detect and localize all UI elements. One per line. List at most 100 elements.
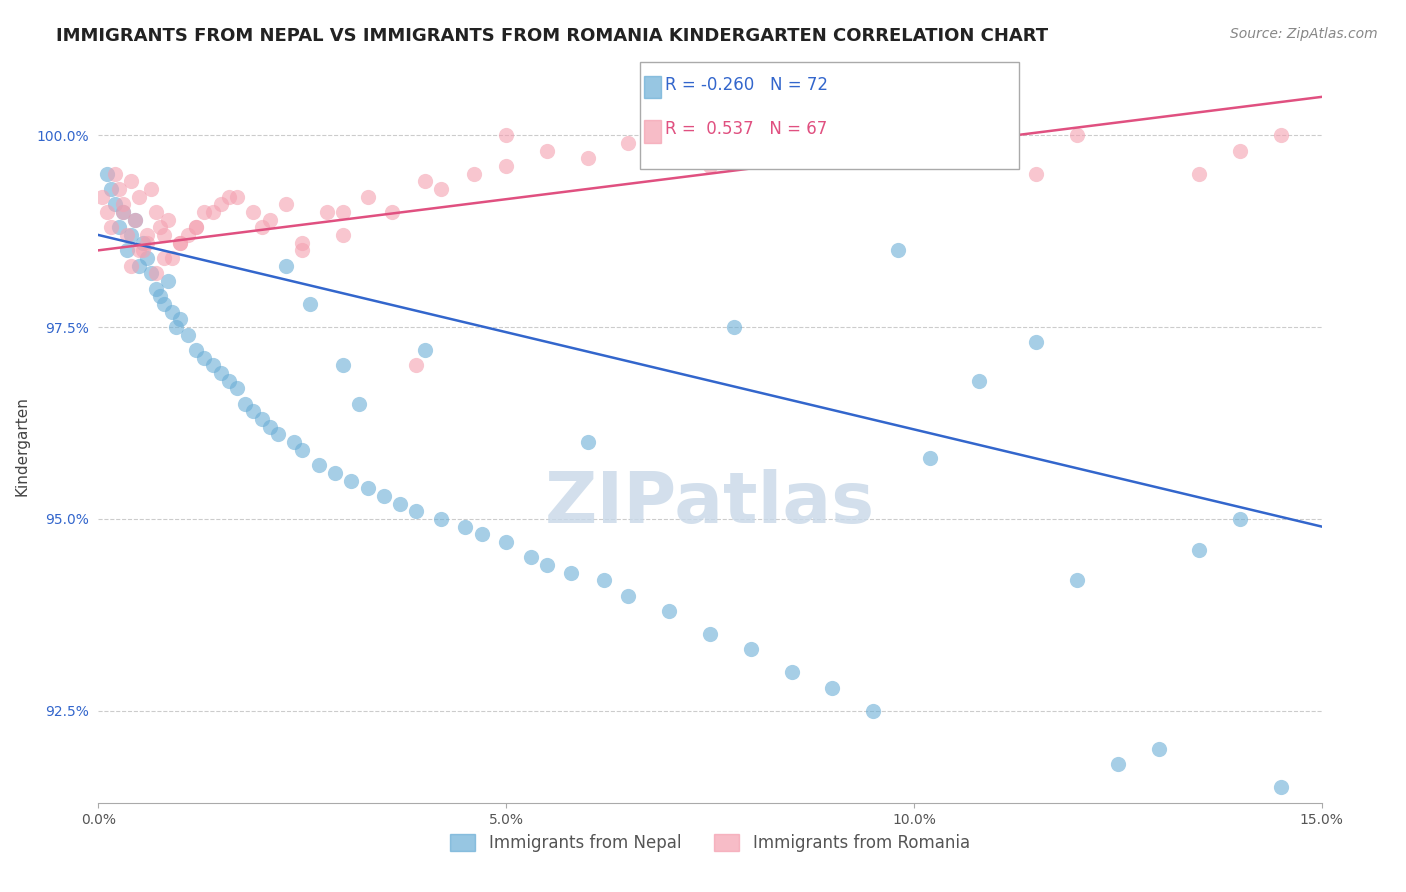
Point (136, 251, 159, 265)
Point (124, 212, 146, 227)
Point (886, 244, 908, 258)
Point (242, 205, 264, 219)
Point (274, 197, 297, 211)
Point (226, 189, 249, 203)
Point (111, 197, 134, 211)
Point (332, 227, 354, 242)
Point (169, 235, 191, 250)
Point (91, 189, 114, 203)
Point (381, 205, 404, 219)
Point (920, 450, 942, 465)
Point (186, 220, 208, 235)
Point (1229, 512, 1251, 526)
Point (128, 244, 150, 258)
Point (108, 220, 131, 235)
Point (156, 274, 179, 288)
Point (193, 205, 215, 219)
Point (152, 251, 174, 265)
Point (136, 235, 159, 250)
Point (283, 435, 305, 450)
Point (104, 167, 127, 181)
Point (332, 359, 354, 373)
Point (104, 197, 127, 211)
Point (1025, 335, 1047, 350)
Point (576, 435, 599, 450)
Point (340, 474, 363, 488)
Point (332, 205, 354, 219)
Text: ZIPatlas: ZIPatlas (546, 468, 875, 538)
Point (250, 412, 273, 426)
Point (100, 220, 122, 235)
Point (218, 374, 240, 388)
Point (267, 427, 290, 442)
Point (821, 128, 844, 143)
Point (233, 397, 256, 411)
Point (389, 497, 412, 511)
Point (430, 182, 453, 196)
Point (250, 220, 273, 235)
Point (1270, 128, 1292, 143)
Point (413, 343, 436, 357)
Point (145, 282, 167, 296)
Point (658, 144, 681, 158)
Point (536, 558, 558, 572)
Point (132, 235, 155, 250)
Point (430, 512, 453, 526)
Point (177, 327, 200, 342)
Point (617, 589, 640, 603)
Point (115, 227, 138, 242)
Point (201, 205, 224, 219)
Y-axis label: Kindergarten: Kindergarten (14, 396, 30, 496)
Point (201, 359, 224, 373)
Point (136, 227, 159, 242)
Point (128, 189, 150, 203)
Point (903, 144, 925, 158)
Point (259, 419, 281, 434)
Point (413, 174, 436, 188)
Point (186, 343, 208, 357)
Point (111, 205, 134, 219)
Point (259, 212, 281, 227)
Point (274, 259, 297, 273)
Point (740, 642, 762, 657)
Point (495, 535, 517, 549)
Point (740, 128, 762, 143)
Point (323, 466, 346, 480)
Point (373, 489, 395, 503)
Point (169, 235, 191, 250)
Point (160, 251, 183, 265)
Point (152, 227, 174, 242)
Point (519, 550, 541, 565)
Point (291, 235, 314, 250)
Point (821, 681, 844, 695)
Point (193, 351, 215, 365)
Point (405, 359, 427, 373)
Point (291, 442, 314, 457)
Point (560, 566, 582, 580)
Point (862, 704, 884, 718)
Point (209, 197, 232, 211)
Point (576, 151, 599, 165)
Point (145, 205, 167, 219)
Point (463, 167, 485, 181)
Point (218, 189, 240, 203)
Point (149, 220, 172, 235)
Point (1270, 780, 1292, 795)
Text: R = -0.260   N = 72: R = -0.260 N = 72 (665, 76, 828, 94)
Point (128, 259, 150, 273)
Point (780, 665, 803, 680)
Point (349, 397, 371, 411)
Point (160, 304, 183, 318)
Point (821, 128, 844, 143)
Point (1188, 167, 1211, 181)
Point (152, 297, 174, 311)
Point (967, 374, 990, 388)
Point (209, 366, 232, 380)
Point (96, 205, 118, 219)
Point (315, 205, 337, 219)
Point (299, 297, 322, 311)
Point (1066, 128, 1088, 143)
Point (149, 289, 172, 303)
Point (100, 182, 122, 196)
Point (405, 504, 427, 518)
